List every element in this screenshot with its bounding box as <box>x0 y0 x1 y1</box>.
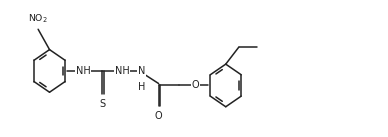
Text: NH: NH <box>114 66 129 76</box>
Text: NH: NH <box>76 66 90 76</box>
Text: N: N <box>138 66 145 76</box>
Text: S: S <box>99 99 106 109</box>
Text: O: O <box>191 80 199 90</box>
Text: H: H <box>138 82 145 92</box>
Text: NO$_2$: NO$_2$ <box>28 13 48 25</box>
Text: O: O <box>155 111 163 121</box>
